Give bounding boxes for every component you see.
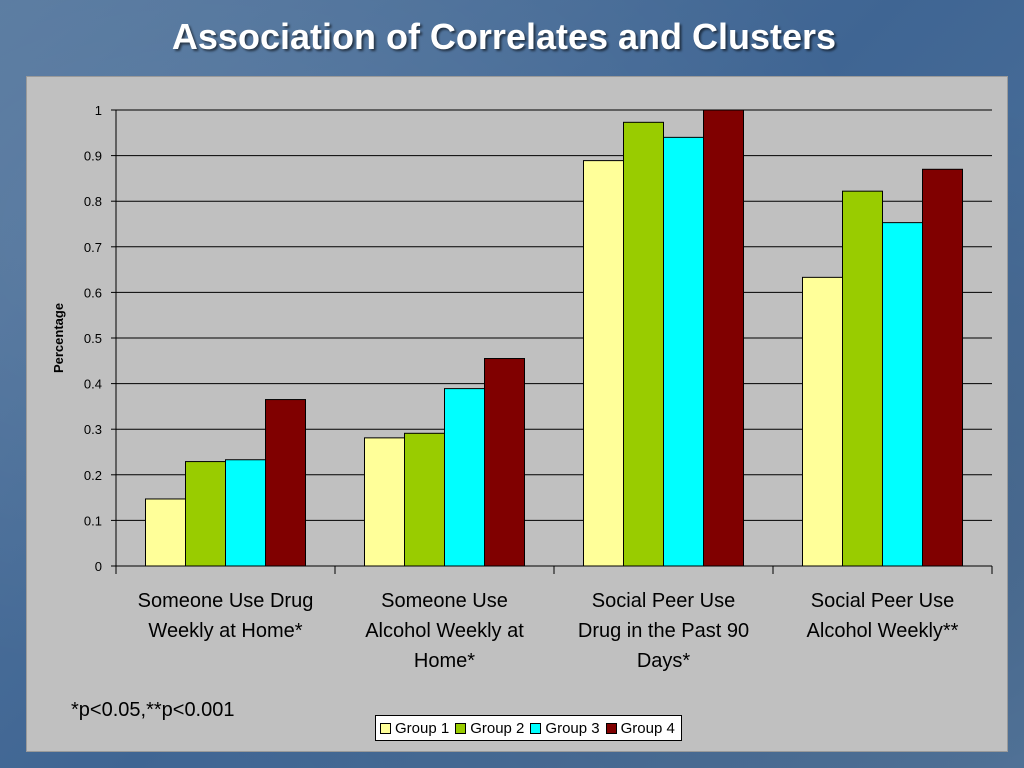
- y-tick-label: 0.3: [84, 422, 102, 437]
- bar-group-2-cat-1: [185, 461, 226, 567]
- x-category-label-line: Someone Use: [381, 590, 508, 612]
- legend-item: Group 1: [380, 720, 449, 737]
- x-category-label-line: Weekly at Home*: [148, 620, 303, 642]
- x-category-label-line: Someone Use Drug: [137, 590, 314, 612]
- y-tick-label: 0.4: [84, 377, 102, 392]
- legend-label: Group 3: [545, 719, 600, 737]
- bar-chart: 0 0.1 0.2 0.3 0.4 0.5 0.6 0.7 0.8 0.9 1 Percentage: [51, 103, 993, 574]
- x-category-label-line: Home*: [413, 650, 476, 672]
- bar-group-2-cat-3: [623, 121, 664, 567]
- chart-legend: Group 1 Group 2 Group 3 Group 4: [375, 715, 682, 741]
- y-tick-label: 0.7: [84, 240, 102, 255]
- x-category-label-line: Alcohol Weekly**: [806, 620, 959, 642]
- legend-label: Group 4: [620, 719, 675, 737]
- legend-swatch: [380, 722, 391, 734]
- bar-group-1-cat-2: [364, 437, 405, 567]
- y-tick-label: 0.1: [84, 513, 102, 528]
- x-category-label-line: Drug in the Past 90: [577, 620, 750, 642]
- x-category-label: Someone Use Drug Weekly at Home*: [119, 586, 333, 646]
- y-tick-label: 0.2: [84, 468, 102, 483]
- legend-swatch: [530, 722, 542, 734]
- bar-group-2-cat-4: [842, 190, 883, 567]
- bar-group-1-cat-1: [145, 498, 186, 567]
- legend-item: Group 2: [455, 720, 524, 737]
- legend-label: Group 1: [395, 719, 450, 737]
- y-tick-label: 0: [95, 559, 102, 574]
- bar-group-2-cat-2: [404, 432, 445, 567]
- legend-item: Group 3: [530, 719, 600, 737]
- x-category-label: Someone Use Alcohol Weekly at Home*: [338, 586, 552, 676]
- legend-label: Group 2: [470, 719, 525, 737]
- legend-item: Group 4: [605, 719, 675, 737]
- bar-group-3-cat-1: [225, 459, 266, 567]
- y-tick-label: 1: [95, 103, 102, 118]
- significance-footnote: *p<0.05,**p<0.001: [71, 699, 235, 721]
- bar-group-3-cat-3: [663, 136, 704, 567]
- y-tick-label: 0.9: [84, 149, 102, 164]
- y-tick-label: 0.5: [84, 331, 102, 346]
- bar-group-1-cat-4: [802, 276, 843, 567]
- y-tick-label: 0.8: [84, 194, 102, 209]
- y-axis-title: Percentage: [51, 303, 66, 373]
- x-category-label-line: Social Peer Use: [591, 590, 736, 612]
- x-category-label: Social Peer Use Alcohol Weekly**: [776, 586, 990, 646]
- slide-title: Association of Correlates and Clusters: [171, 16, 837, 57]
- bar-group-1-cat-3: [583, 160, 624, 567]
- bar-group-4-cat-4: [922, 168, 963, 567]
- bar-group-3-cat-2: [444, 388, 485, 567]
- legend-swatch: [455, 722, 467, 734]
- legend-swatch: [605, 722, 617, 734]
- bar-group-4-cat-2: [484, 358, 525, 567]
- bar-group-4-cat-3: [703, 109, 744, 567]
- chart-panel: 0 0.1 0.2 0.3 0.4 0.5 0.6 0.7 0.8 0.9 1 Percentage …: [26, 76, 1008, 752]
- bar-group-4-cat-1: [265, 399, 306, 567]
- x-category-label-line: Days*: [636, 650, 691, 672]
- x-category-label-line: Alcohol Weekly at: [365, 620, 524, 642]
- x-category-label-line: Social Peer Use: [810, 590, 955, 612]
- x-category-label: Social Peer Use Drug in the Past 90 Days*: [557, 586, 771, 676]
- bar-group-3-cat-4: [882, 222, 923, 567]
- y-tick-label: 0.6: [84, 285, 102, 300]
